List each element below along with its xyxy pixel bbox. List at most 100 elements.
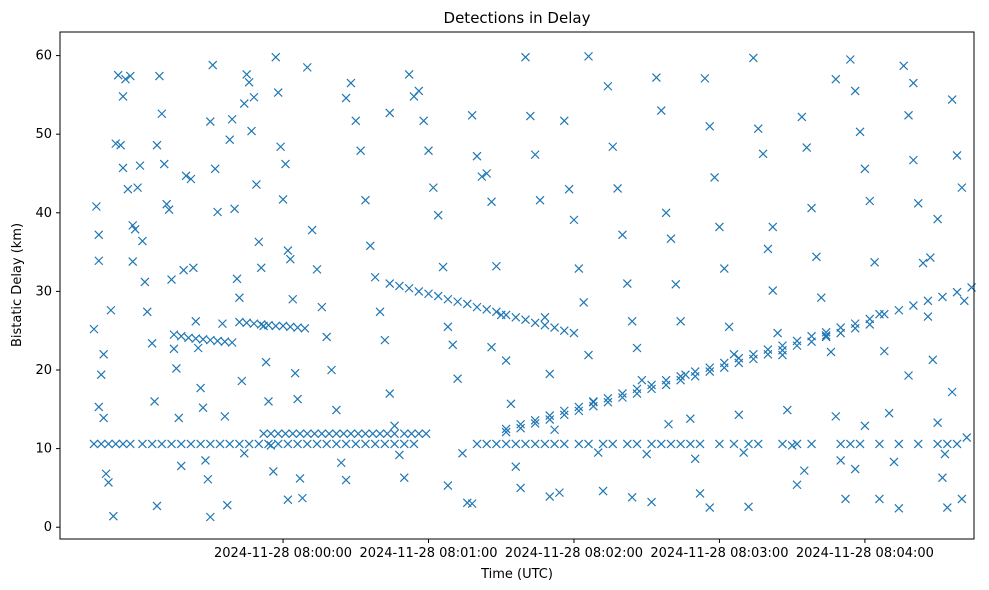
y-axis-label: Bistatic Delay (km) bbox=[10, 223, 25, 347]
data-point bbox=[186, 174, 196, 184]
data-point bbox=[923, 312, 933, 321]
data-point bbox=[327, 365, 336, 375]
data-point bbox=[482, 169, 492, 178]
y-axis-ticks: 0 10 20 30 40 50 60 bbox=[35, 49, 60, 535]
data-point bbox=[487, 342, 496, 352]
data-point bbox=[535, 195, 545, 205]
data-point bbox=[232, 274, 242, 284]
data-point bbox=[169, 330, 179, 340]
data-point bbox=[952, 287, 962, 297]
data-point bbox=[608, 142, 618, 152]
data-point bbox=[666, 234, 676, 244]
data-point bbox=[273, 429, 283, 439]
data-point bbox=[375, 307, 385, 317]
data-point bbox=[179, 265, 189, 275]
data-point bbox=[254, 237, 264, 247]
data-point bbox=[664, 419, 673, 429]
data-point bbox=[690, 454, 700, 464]
data-point bbox=[91, 202, 101, 211]
data-point bbox=[947, 387, 957, 397]
data-point bbox=[579, 297, 589, 307]
data-point bbox=[540, 439, 550, 449]
data-point bbox=[222, 500, 232, 510]
data-point bbox=[705, 367, 715, 376]
data-point bbox=[285, 254, 295, 264]
data-point bbox=[121, 74, 130, 84]
data-point bbox=[409, 439, 419, 449]
data-point bbox=[234, 317, 244, 327]
data-point bbox=[283, 495, 293, 505]
data-point bbox=[942, 439, 952, 449]
data-point bbox=[550, 425, 560, 435]
data-point bbox=[540, 320, 550, 330]
data-point bbox=[278, 195, 288, 204]
data-point bbox=[458, 448, 467, 458]
data-point bbox=[666, 439, 676, 449]
x-axis-ticks: 2024-11-28 08:00:00 2024-11-28 08:01:00 20… bbox=[214, 539, 934, 561]
data-point bbox=[792, 480, 802, 490]
y-tick-label: 0 bbox=[44, 520, 52, 535]
data-point bbox=[744, 439, 753, 449]
data-point bbox=[719, 363, 729, 373]
data-point bbox=[550, 323, 560, 332]
data-point bbox=[361, 429, 370, 439]
data-point bbox=[171, 364, 181, 373]
data-point bbox=[310, 429, 319, 439]
data-point bbox=[101, 469, 111, 479]
data-point bbox=[501, 310, 511, 320]
data-point bbox=[125, 71, 135, 81]
data-point bbox=[545, 411, 555, 421]
data-point bbox=[147, 338, 157, 348]
data-point bbox=[281, 429, 290, 439]
data-point bbox=[632, 439, 642, 449]
data-point bbox=[530, 415, 540, 425]
data-point bbox=[159, 159, 169, 169]
data-point bbox=[419, 116, 429, 126]
data-point bbox=[220, 337, 230, 347]
data-point bbox=[118, 92, 128, 101]
data-point bbox=[453, 297, 463, 307]
data-point bbox=[656, 106, 666, 116]
data-point bbox=[201, 455, 210, 465]
data-point bbox=[331, 439, 341, 449]
data-point bbox=[249, 319, 259, 329]
data-point bbox=[302, 62, 312, 72]
data-point bbox=[203, 474, 213, 484]
data-point bbox=[312, 439, 322, 449]
data-point bbox=[870, 257, 880, 267]
data-point bbox=[959, 296, 969, 306]
data-point bbox=[288, 294, 298, 304]
data-point bbox=[472, 302, 482, 312]
data-point bbox=[734, 358, 744, 368]
data-point bbox=[365, 241, 375, 251]
data-point bbox=[792, 341, 802, 351]
data-point bbox=[380, 335, 390, 345]
data-point bbox=[205, 439, 215, 449]
data-point bbox=[247, 126, 256, 136]
x-axis-label: Time (UTC) bbox=[480, 567, 553, 582]
data-point bbox=[368, 429, 378, 439]
data-point bbox=[443, 294, 453, 304]
data-point bbox=[394, 450, 404, 460]
data-point bbox=[899, 61, 909, 71]
plot-frame bbox=[59, 31, 975, 540]
data-point bbox=[632, 343, 642, 353]
data-point bbox=[268, 466, 278, 476]
data-point bbox=[676, 375, 686, 385]
data-point bbox=[227, 114, 237, 124]
data-point bbox=[598, 486, 608, 496]
data-point bbox=[734, 410, 744, 420]
data-point bbox=[501, 427, 511, 437]
data-point bbox=[237, 376, 247, 386]
data-point bbox=[952, 439, 962, 449]
y-tick-label: 20 bbox=[35, 363, 52, 378]
data-point bbox=[370, 439, 380, 449]
data-point bbox=[285, 322, 295, 332]
data-point bbox=[266, 441, 276, 450]
data-point bbox=[933, 418, 943, 428]
data-point bbox=[685, 414, 695, 424]
data-point bbox=[802, 143, 812, 152]
data-point bbox=[399, 439, 409, 449]
data-point bbox=[656, 439, 666, 449]
